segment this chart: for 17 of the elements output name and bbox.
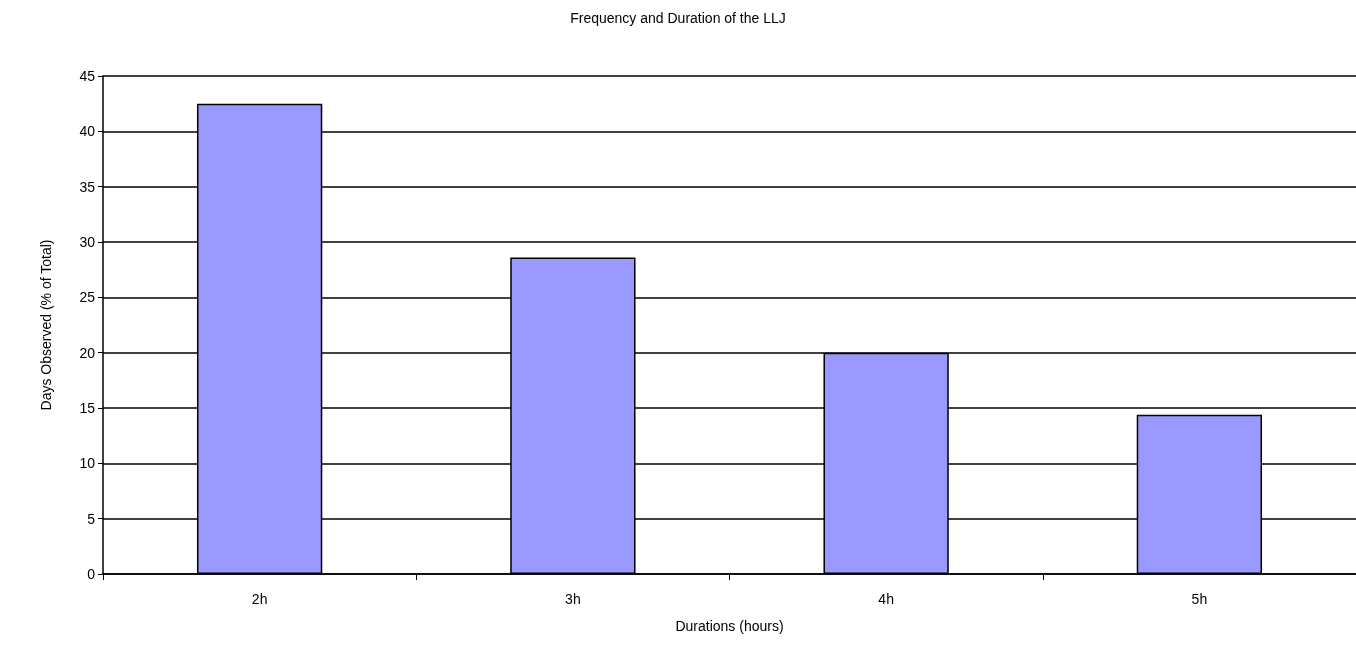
y-tick-label: 20 — [79, 344, 96, 361]
y-tick-label: 10 — [79, 455, 96, 472]
y-tick-label: 45 — [79, 68, 96, 84]
x-axis-title: Durations (hours) — [675, 618, 784, 634]
y-tick-label: 0 — [87, 566, 96, 582]
x-tick-label: 4h — [878, 591, 894, 607]
x-tick-label: 5h — [1191, 591, 1208, 607]
chart-title: Frequency and Duration of the LLJ — [570, 10, 786, 26]
y-tick-label: 5 — [87, 510, 96, 527]
y-tick-label: 15 — [79, 400, 96, 416]
y-tick-label: 30 — [79, 234, 96, 250]
y-tick-label: 25 — [79, 289, 96, 306]
y-axis-title: Days Observed (% of Total) — [38, 239, 54, 411]
y-tick-label: 40 — [79, 123, 96, 140]
x-tick-label: 2h — [251, 591, 268, 607]
y-tick-label: 35 — [79, 178, 96, 195]
x-tick-label: 3h — [565, 591, 581, 607]
